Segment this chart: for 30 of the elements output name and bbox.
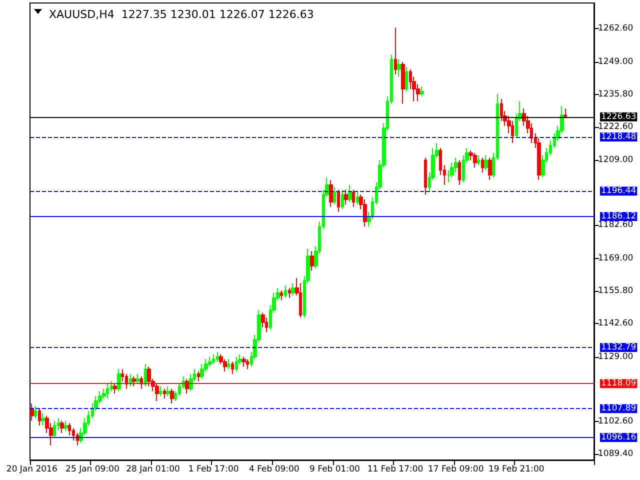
y-tick-label: 1182.60 [598, 220, 634, 230]
y-tick-label: 1102.60 [598, 416, 634, 427]
ref-line-label: 1218.48 [601, 132, 636, 142]
x-tick-label: 20 Jan 2016 [6, 464, 58, 474]
ref-line-label: 1132.79 [601, 342, 636, 352]
ref-line-label: 1226.63 [601, 112, 636, 122]
y-tick-label: 1169.00 [598, 254, 634, 264]
y-tick-label: 1129.00 [598, 352, 634, 362]
ref-line-label: 1196.44 [601, 186, 636, 196]
y-tick-label: 1262.60 [598, 24, 634, 34]
x-tick-label: 9 Feb 01:00 [310, 464, 360, 474]
ref-line-label: 1107.89 [601, 404, 636, 414]
ref-line-label: 1118.09 [601, 378, 636, 389]
y-tick-label: 1155.80 [598, 286, 634, 296]
x-tick-label: 28 Jan 01:00 [126, 464, 180, 474]
ref-line-label: 1096.16 [601, 432, 636, 442]
y-tick-label: 1222.60 [598, 122, 634, 132]
x-tick-label: 1 Feb 17:00 [188, 464, 239, 474]
x-tick-label: 11 Feb 17:00 [367, 464, 424, 474]
x-tick-label: 19 Feb 21:00 [488, 464, 544, 474]
x-tick-label: 17 Feb 09:00 [428, 464, 484, 474]
y-tick-label: 1209.00 [598, 155, 634, 166]
text: XAUUSD,H4 1227.35 1230.01 1226.07 1226.63 [49, 8, 314, 21]
y-tick-label: 1089.40 [598, 449, 634, 460]
y-tick-label: 1249.00 [598, 56, 634, 67]
ref-line-label: 1186.12 [601, 211, 636, 222]
x-tick-label: 25 Jan 09:00 [66, 464, 120, 474]
y-tick-label: 1235.80 [598, 89, 634, 100]
x-tick-label: 4 Feb 09:00 [248, 464, 300, 474]
y-tick-label: 1142.60 [598, 318, 634, 328]
